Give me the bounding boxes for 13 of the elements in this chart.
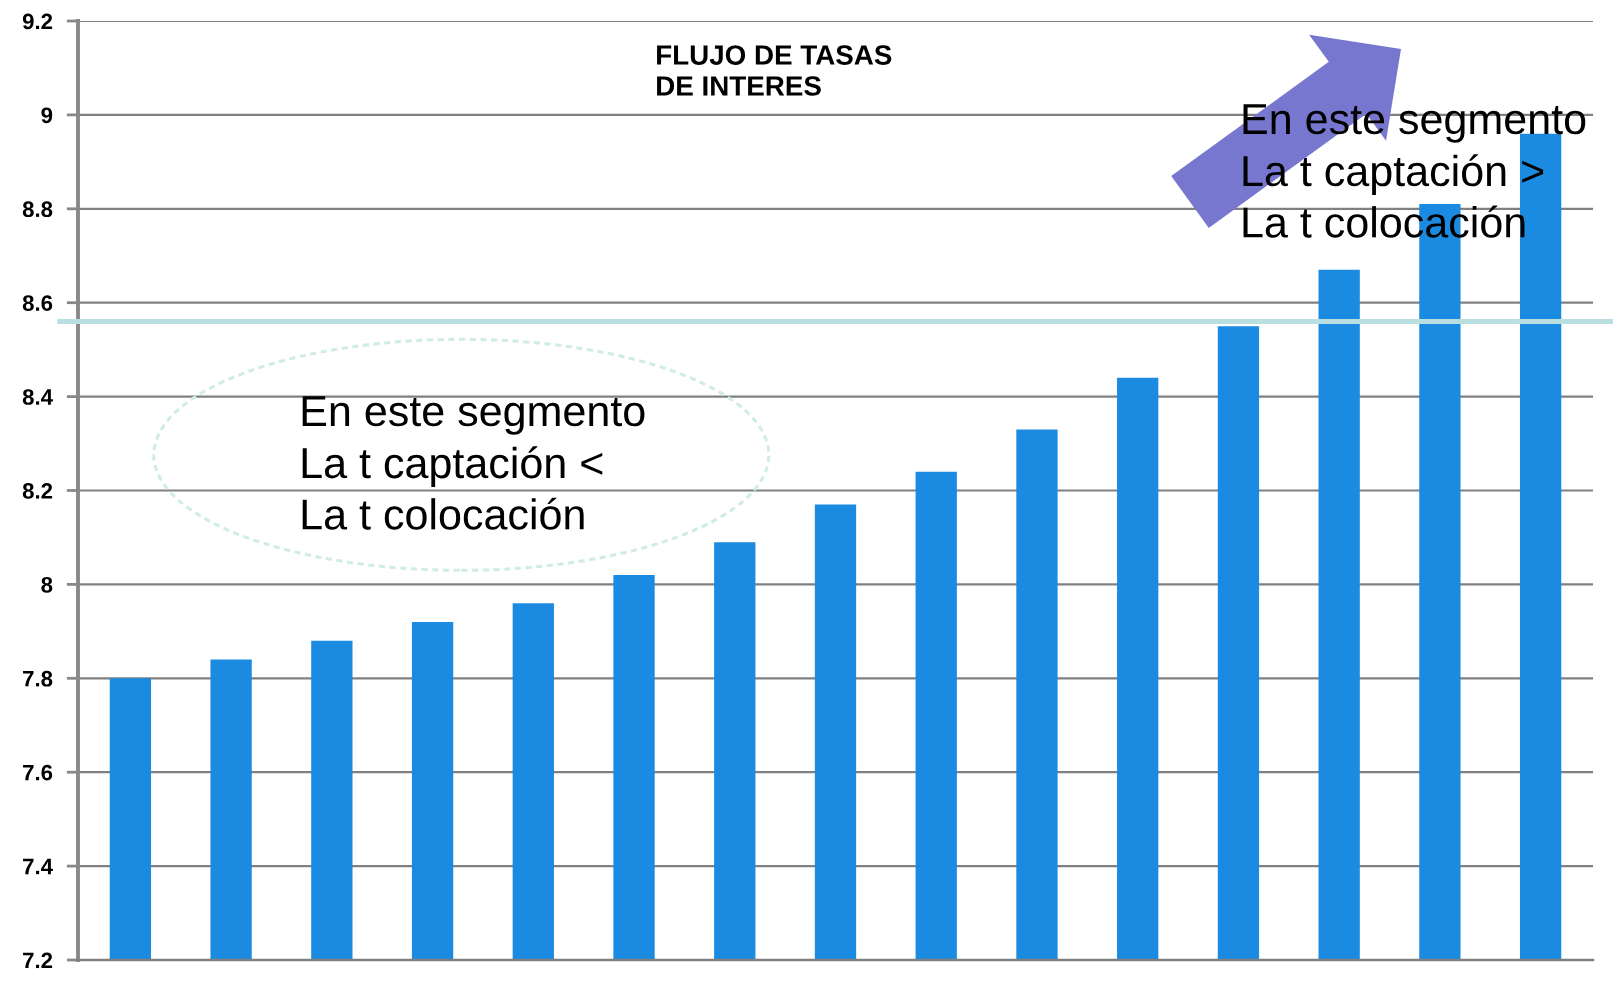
annotation: En este segmento La t captación < La t colocación [302,396,645,530]
y-tick-label: 7.2 [23,952,53,969]
y-tick-label: 9.2 [22,13,53,30]
y-tick-label: 8 [41,576,53,593]
y-tick-label: 8.6 [22,295,53,311]
y-tick-label: 7.6 [23,764,53,781]
y-tick-label: 7.8 [23,670,53,687]
y-tick-label: 8.4 [22,389,53,405]
y-tick-label: 9 [41,107,53,124]
y-tick-label: 7.4 [23,858,53,875]
y-tick-label: 8.8 [22,201,53,218]
text: FLUJO DE TASAS DE INTERES [657,45,892,96]
y-tick-label: 8.2 [22,483,53,499]
